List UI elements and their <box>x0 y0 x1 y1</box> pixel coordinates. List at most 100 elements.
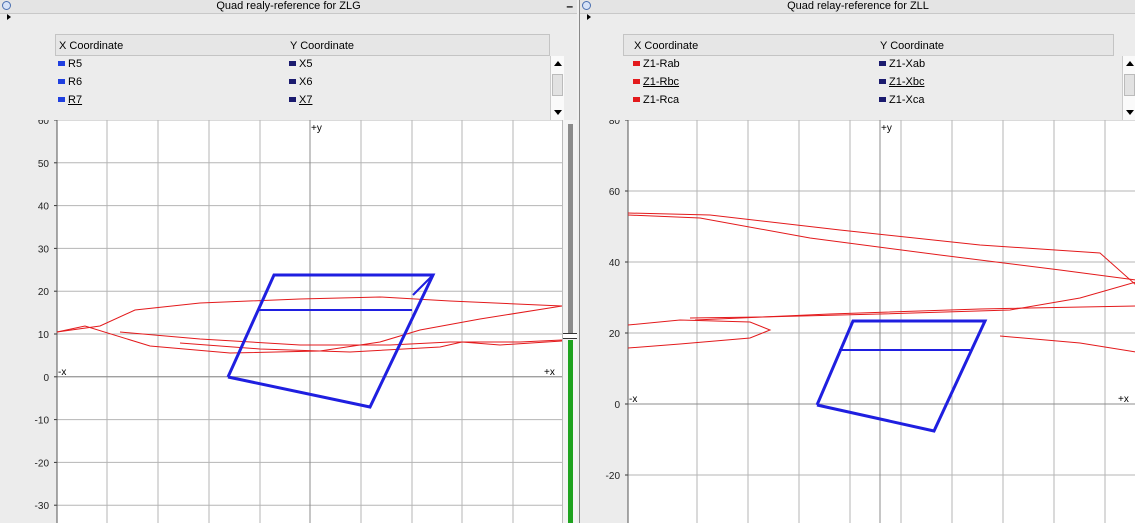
scroll-thumb[interactable] <box>552 74 563 96</box>
series-swatch-icon <box>633 79 640 84</box>
series-swatch-icon <box>289 61 296 66</box>
minimize-button[interactable]: – <box>566 0 573 13</box>
legend-row[interactable]: Z1-Rca Z1-Xca <box>623 92 1114 110</box>
zlg-titlebar[interactable]: Quad realy-reference for ZLG – <box>0 0 577 14</box>
legend-y-label: Z1-Xbc <box>889 76 925 88</box>
legend-row[interactable]: R6 X6 <box>55 74 550 92</box>
y-tick-label: -30 <box>35 501 50 512</box>
legend-x-cell: R6 <box>58 76 82 88</box>
series-swatch-icon <box>633 97 640 102</box>
y-coordinate-header[interactable]: Y Coordinate <box>290 40 355 52</box>
legend-y-cell: Z1-Xbc <box>879 76 924 88</box>
red-trajectory-series <box>627 214 1135 281</box>
y-pos-label: +y <box>311 123 322 134</box>
y-tick-label: 80 <box>609 120 621 127</box>
y-tick-label: -10 <box>35 416 50 427</box>
legend-y-cell: Z1-Xab <box>879 58 925 70</box>
series-swatch-icon <box>58 79 65 84</box>
legend-x-cell: R5 <box>58 58 82 70</box>
legend-x-label: R7 <box>68 94 83 106</box>
red-trajectory-series <box>999 335 1135 353</box>
x-neg-label: -x <box>58 367 66 378</box>
legend-y-cell: X5 <box>289 58 312 70</box>
zll-titlebar[interactable]: Quad relay-reference for ZLL <box>580 0 1135 14</box>
zll-legend-table: X Coordinate Y Coordinate Z1-Rab Z1-Xab … <box>623 34 1114 122</box>
splitter-green-bar <box>568 340 573 523</box>
legend-y-cell: X6 <box>289 76 312 88</box>
x-coordinate-header[interactable]: X Coordinate <box>634 40 699 52</box>
y-tick-label: 10 <box>38 330 50 341</box>
legend-header: X Coordinate Y Coordinate <box>55 34 550 56</box>
y-tick-label: 40 <box>609 258 621 269</box>
zll-impedance-plot[interactable]: 80 60 40 20 0 -20 -x +x +y <box>580 120 1135 523</box>
y-tick-label: 20 <box>609 329 621 340</box>
y-tick-label: 40 <box>38 202 50 213</box>
scroll-down-icon[interactable] <box>1126 110 1134 115</box>
red-trajectory-series <box>694 305 1135 321</box>
zlg-panel: Quad realy-reference for ZLG – X Coordin… <box>0 0 577 523</box>
legend-scrollbar[interactable] <box>1122 56 1135 120</box>
red-trajectory-series <box>119 331 562 346</box>
legend-y-label: X7 <box>299 94 313 106</box>
legend-x-cell: Z1-Rbc <box>633 76 679 88</box>
window-menu-icon[interactable] <box>582 1 591 10</box>
x-pos-label: +x <box>544 367 555 378</box>
legend-x-cell: Z1-Rab <box>633 58 680 70</box>
legend-y-label: X6 <box>299 76 313 88</box>
expand-arrow-icon[interactable] <box>7 14 11 20</box>
y-tick-label: 0 <box>43 373 49 384</box>
legend-x-label: R5 <box>68 58 83 70</box>
window-menu-icon[interactable] <box>2 1 11 10</box>
legend-x-label: Z1-Rca <box>643 94 680 106</box>
legend-row[interactable]: Z1-Rab Z1-Xab <box>623 56 1114 74</box>
blue-quad-inner-line <box>412 274 434 296</box>
y-tick-label: 20 <box>38 287 50 298</box>
series-swatch-icon <box>633 61 640 66</box>
splitter-gray-bar <box>568 124 573 336</box>
scroll-up-icon[interactable] <box>1126 61 1134 66</box>
series-swatch-icon <box>879 61 886 66</box>
series-swatch-icon <box>289 97 296 102</box>
red-trajectory-series <box>627 319 772 349</box>
series-swatch-icon <box>879 79 886 84</box>
y-tick-label: 50 <box>38 159 50 170</box>
legend-scrollbar[interactable] <box>550 56 564 120</box>
zlg-impedance-plot[interactable]: 60 50 40 30 20 10 0 -10 -20 -30 -x +x +y <box>0 120 562 523</box>
y-tick-label: 0 <box>614 400 620 411</box>
series-swatch-icon <box>58 61 65 66</box>
legend-row[interactable]: R7 X7 <box>55 92 550 110</box>
scroll-thumb[interactable] <box>1124 74 1135 96</box>
expand-arrow-icon[interactable] <box>587 14 591 20</box>
zlg-window-title: Quad realy-reference for ZLG <box>216 0 361 12</box>
legend-y-cell: X7 <box>289 94 312 106</box>
legend-row[interactable]: Z1-Rbc Z1-Xbc <box>623 74 1114 92</box>
scroll-down-icon[interactable] <box>554 110 562 115</box>
y-coordinate-header[interactable]: Y Coordinate <box>880 40 945 52</box>
legend-x-label: Z1-Rab <box>643 58 680 70</box>
legend-y-label: X5 <box>299 58 313 70</box>
series-swatch-icon <box>289 79 296 84</box>
legend-x-cell: R7 <box>58 94 82 106</box>
red-trajectory-series <box>627 212 1135 285</box>
scroll-up-icon[interactable] <box>554 61 562 66</box>
splitter-handle[interactable] <box>563 333 577 339</box>
zlg-vertical-splitter[interactable] <box>562 120 577 523</box>
legend-x-cell: Z1-Rca <box>633 94 679 106</box>
legend-y-cell: Z1-Xca <box>879 94 924 106</box>
y-tick-label: -20 <box>35 458 50 469</box>
legend-x-label: Z1-Rbc <box>643 76 680 88</box>
zll-window-title: Quad relay-reference for ZLL <box>787 0 929 12</box>
y-pos-label: +y <box>881 123 892 134</box>
legend-y-label: Z1-Xca <box>889 94 925 106</box>
x-neg-label: -x <box>629 394 637 405</box>
y-tick-label: 30 <box>38 244 50 255</box>
legend-row[interactable]: R5 X5 <box>55 56 550 74</box>
legend-y-label: Z1-Xab <box>889 58 926 70</box>
series-swatch-icon <box>58 97 65 102</box>
x-coordinate-header[interactable]: X Coordinate <box>59 40 124 52</box>
x-pos-label: +x <box>1118 394 1129 405</box>
y-tick-label: 60 <box>38 120 50 127</box>
y-tick-label: -20 <box>606 471 621 482</box>
series-swatch-icon <box>879 97 886 102</box>
legend-header: X Coordinate Y Coordinate <box>623 34 1114 56</box>
